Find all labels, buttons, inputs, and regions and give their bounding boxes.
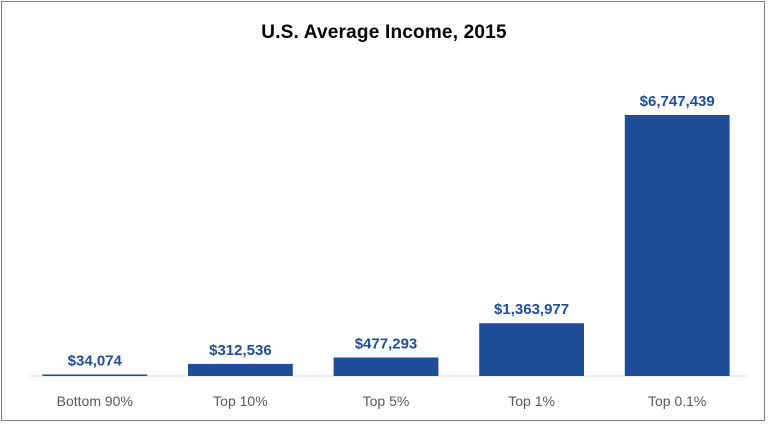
bar-2 [333, 357, 439, 376]
bars-layer [42, 115, 730, 376]
x-tick-labels-layer: Bottom 90% Top 10% Top 5% Top 1% Top 0.1% [57, 393, 707, 409]
data-labels-layer: $34,074 $312,536 $477,293 $1,363,977 $6,747,… [68, 93, 715, 370]
data-label-3: $1,363,977 [494, 301, 569, 318]
data-label-0: $34,074 [68, 353, 123, 370]
x-tick-label-4: Top 0.1% [648, 393, 706, 409]
data-label-1: $312,536 [209, 342, 272, 359]
x-tick-label-1: Top 10% [213, 393, 267, 409]
x-tick-label-2: Top 5% [363, 393, 410, 409]
data-label-2: $477,293 [355, 336, 418, 353]
bar-0 [42, 374, 148, 376]
bar-1 [188, 363, 293, 376]
chart-title: U.S. Average Income, 2015 [261, 22, 507, 43]
bar-3 [479, 323, 584, 376]
x-tick-label-0: Bottom 90% [57, 393, 133, 409]
bar-4 [624, 115, 730, 376]
data-label-4: $6,747,439 [640, 93, 715, 110]
x-tick-label-3: Top 1% [508, 393, 555, 409]
